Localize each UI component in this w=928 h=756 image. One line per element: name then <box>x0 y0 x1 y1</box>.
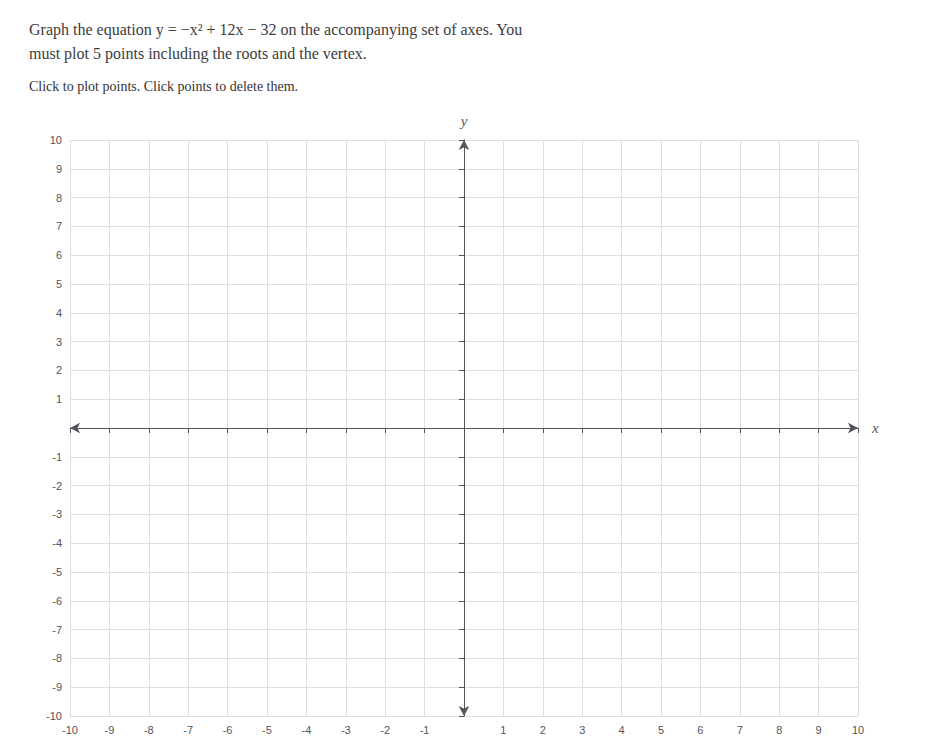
svg-text:6: 6 <box>56 249 62 261</box>
svg-text:2: 2 <box>56 364 62 376</box>
svg-text:-1: -1 <box>420 724 430 736</box>
svg-text:6: 6 <box>697 724 703 736</box>
svg-text:1: 1 <box>500 724 506 736</box>
svg-text:-6: -6 <box>52 595 62 607</box>
svg-text:-4: -4 <box>52 537 62 549</box>
svg-text:-2: -2 <box>380 724 390 736</box>
svg-text:1: 1 <box>56 393 62 405</box>
svg-text:8: 8 <box>56 192 62 204</box>
svg-text:-4: -4 <box>302 724 312 736</box>
svg-text:x: x <box>871 420 879 436</box>
svg-text:4: 4 <box>56 307 62 319</box>
svg-text:-5: -5 <box>52 566 62 578</box>
svg-text:-3: -3 <box>52 508 62 520</box>
svg-text:5: 5 <box>56 278 62 290</box>
svg-text:-7: -7 <box>52 624 62 636</box>
svg-text:7: 7 <box>56 220 62 232</box>
svg-text:-9: -9 <box>105 724 115 736</box>
svg-text:-3: -3 <box>341 724 351 736</box>
svg-text:must plot 5 points including t: must plot 5 points including the roots a… <box>29 45 367 63</box>
svg-text:Graph the equation y = −x² + 1: Graph the equation y = −x² + 12x − 32 on… <box>29 21 522 39</box>
svg-text:-1: -1 <box>52 451 62 463</box>
svg-text:10: 10 <box>852 724 864 736</box>
svg-text:-2: -2 <box>52 480 62 492</box>
svg-text:5: 5 <box>658 724 664 736</box>
svg-text:-10: -10 <box>62 724 78 736</box>
svg-text:-9: -9 <box>52 681 62 693</box>
svg-text:Click to plot points. Click po: Click to plot points. Click points to de… <box>29 79 298 94</box>
svg-text:-7: -7 <box>183 724 193 736</box>
svg-text:-10: -10 <box>46 710 62 722</box>
svg-text:10: 10 <box>50 134 62 146</box>
svg-text:-8: -8 <box>52 652 62 664</box>
svg-text:9: 9 <box>56 163 62 175</box>
svg-text:9: 9 <box>816 724 822 736</box>
svg-text:3: 3 <box>56 336 62 348</box>
svg-text:-8: -8 <box>144 724 154 736</box>
svg-text:y: y <box>459 113 468 129</box>
svg-text:2: 2 <box>540 724 546 736</box>
svg-text:3: 3 <box>579 724 585 736</box>
svg-text:4: 4 <box>619 724 625 736</box>
svg-text:-6: -6 <box>223 724 233 736</box>
svg-text:8: 8 <box>776 724 782 736</box>
svg-text:7: 7 <box>737 724 743 736</box>
svg-text:-5: -5 <box>262 724 272 736</box>
